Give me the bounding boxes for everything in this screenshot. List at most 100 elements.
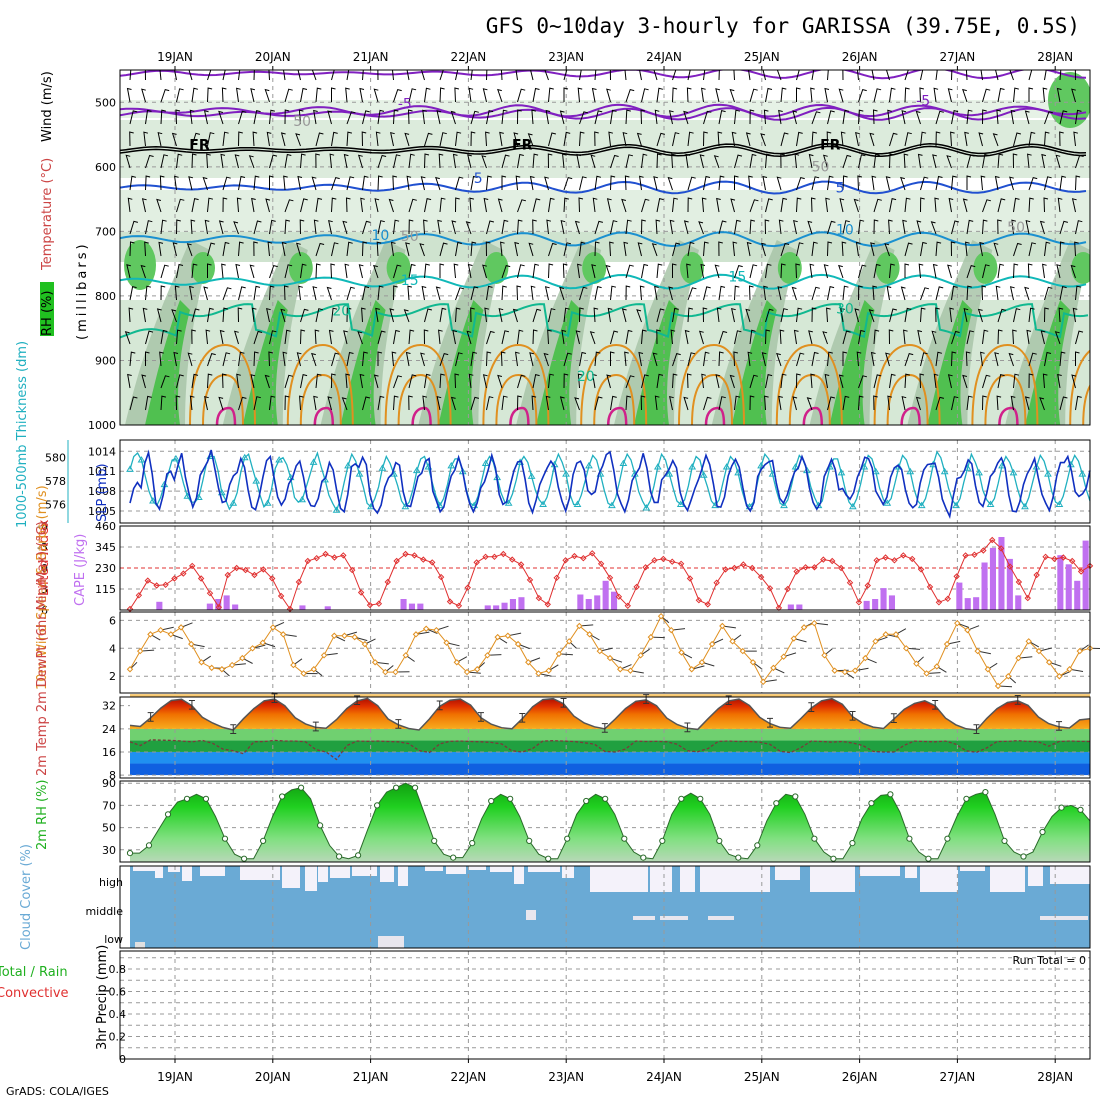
wind-barb	[483, 197, 489, 213]
cross-section-frame	[119, 69, 1091, 426]
wind-barb	[935, 396, 945, 411]
li-marker	[1069, 557, 1076, 565]
wind-barb	[698, 330, 704, 345]
wind-barb	[915, 110, 921, 125]
wind-marker	[167, 631, 175, 638]
wind-barb	[315, 373, 322, 389]
wind-barb	[532, 198, 541, 213]
wind-barb	[965, 351, 971, 367]
wind-barb	[610, 351, 615, 366]
wind-barb	[610, 109, 617, 125]
wind-barb	[468, 87, 474, 103]
wind-barb	[145, 395, 152, 411]
wind-barb	[885, 70, 890, 81]
wind-barb	[221, 87, 227, 103]
wind-barb	[218, 110, 224, 125]
temp-tick: 24	[102, 723, 116, 736]
wind-barb	[129, 70, 132, 81]
cape-bar	[215, 599, 222, 610]
contour-25	[580, 343, 648, 425]
wind-marker	[637, 652, 644, 659]
wind-marker	[1005, 673, 1012, 680]
wind-barb	[328, 220, 333, 235]
li-marker	[686, 575, 694, 582]
li-tick: 6	[41, 604, 48, 617]
wind-barb	[870, 242, 875, 257]
wind-barb	[315, 308, 323, 323]
wind-barb	[1044, 307, 1049, 323]
wind-barb	[734, 154, 743, 169]
wind-barb	[264, 374, 270, 389]
wind-barb	[810, 197, 816, 213]
cloud-gap	[330, 866, 350, 878]
wind-marker	[126, 666, 134, 673]
wind-barb	[420, 70, 425, 81]
wind-barb	[1041, 153, 1047, 169]
wind-barb	[997, 263, 1005, 279]
wind-barb	[191, 132, 201, 147]
wind-barb	[191, 153, 197, 169]
temp-band	[130, 740, 1090, 752]
wind-barb	[436, 396, 442, 411]
wind-barb	[827, 220, 836, 235]
wind-marker	[759, 678, 767, 686]
wind-barb	[439, 132, 447, 147]
wind-barb	[313, 219, 319, 235]
wind-barb	[269, 395, 276, 411]
wind-barb	[501, 154, 510, 169]
wind-barb	[950, 131, 955, 147]
thickness-marker	[757, 461, 765, 469]
wind-barb	[827, 351, 833, 367]
wind-barb	[858, 264, 867, 279]
wind-barb	[683, 396, 689, 411]
wind-barb	[858, 89, 867, 103]
wind-barb	[1042, 263, 1047, 279]
wind-barb	[295, 133, 301, 147]
wind-barb	[672, 70, 677, 81]
wind-barb	[654, 285, 659, 301]
wind-barb	[920, 352, 928, 367]
wind-barb	[641, 153, 648, 169]
wind-barb	[982, 219, 988, 235]
wind-barb	[405, 242, 410, 257]
wind-marker	[249, 645, 256, 652]
wind-barb	[361, 307, 366, 323]
wind-marker	[841, 668, 849, 676]
wind-barb	[251, 307, 257, 323]
wind-marker	[555, 650, 563, 658]
wind-barb	[715, 374, 721, 389]
wind-barb	[625, 109, 631, 125]
wind-barb	[858, 154, 866, 169]
wind-barb	[362, 175, 369, 191]
wind-barb	[455, 241, 462, 257]
li-marker	[446, 598, 454, 605]
li-marker	[571, 552, 578, 560]
wind-barb	[559, 286, 565, 301]
ylabel-rh: RH (%)	[40, 291, 55, 336]
thickness-marker	[585, 461, 593, 469]
wind-barb	[531, 109, 537, 125]
wind-barb	[808, 153, 814, 169]
wind-barb	[175, 395, 181, 411]
wind-barb	[528, 242, 534, 257]
li-marker	[197, 575, 205, 582]
wind-barb	[388, 198, 394, 213]
wind-barb	[1059, 241, 1065, 257]
wind-barb	[887, 109, 892, 125]
wind-barb	[346, 111, 356, 125]
wind-barb	[563, 70, 568, 81]
wind-barb	[172, 242, 178, 257]
wind-barb	[745, 132, 751, 147]
rh-blob	[973, 252, 998, 284]
wind-barb	[1058, 307, 1064, 323]
wind-barb	[605, 264, 611, 279]
wind-barb	[176, 198, 185, 213]
wind-barb	[315, 242, 325, 257]
wind-barb	[765, 87, 773, 103]
cape-bar	[400, 599, 407, 610]
cape-bar	[964, 598, 971, 610]
wind-marker	[300, 670, 307, 677]
wind-barb	[1010, 395, 1016, 411]
wind-barb	[299, 395, 304, 411]
wind-barb	[872, 285, 878, 301]
